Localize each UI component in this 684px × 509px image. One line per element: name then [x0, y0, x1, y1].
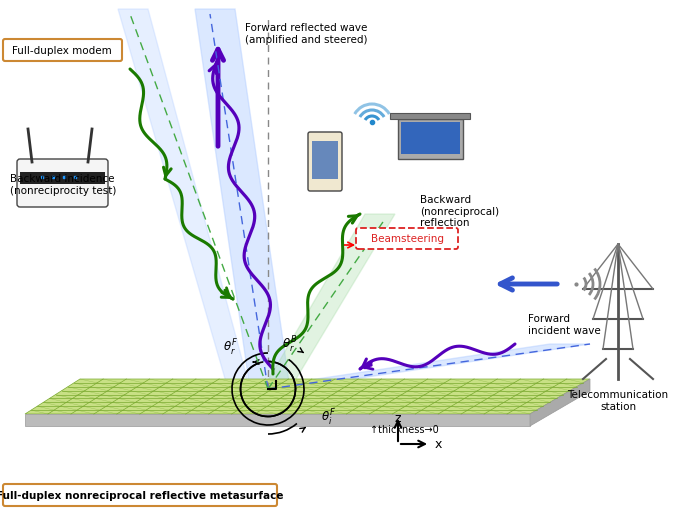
Text: $\theta_i^F$: $\theta_i^F$ [321, 407, 335, 427]
Bar [390, 114, 470, 120]
Polygon shape [530, 379, 590, 426]
Bar [20, 173, 105, 185]
Text: Backward
(nonreciprocal)
reflection: Backward (nonreciprocal) reflection [420, 194, 499, 228]
Bar [312, 142, 338, 180]
Polygon shape [25, 379, 590, 414]
Text: Backward incidence
(nonreciprocity test): Backward incidence (nonreciprocity test) [10, 174, 116, 195]
Polygon shape [250, 344, 590, 389]
FancyBboxPatch shape [17, 160, 108, 208]
Text: z: z [395, 411, 402, 424]
Text: Full-duplex nonreciprocal reflective metasurface: Full-duplex nonreciprocal reflective met… [0, 490, 284, 500]
Polygon shape [263, 215, 395, 389]
Polygon shape [25, 414, 530, 426]
FancyBboxPatch shape [308, 133, 342, 191]
FancyBboxPatch shape [356, 229, 458, 249]
FancyBboxPatch shape [3, 484, 277, 506]
Text: ↑thickness→0: ↑thickness→0 [370, 424, 438, 434]
Text: Full-duplex modem: Full-duplex modem [12, 46, 112, 56]
Text: $\theta_r^F$: $\theta_r^F$ [222, 337, 237, 357]
Bar [401, 123, 460, 155]
Text: Beamsteering: Beamsteering [371, 234, 443, 244]
Text: $\theta_r^B$: $\theta_r^B$ [282, 334, 298, 354]
FancyBboxPatch shape [3, 40, 122, 62]
Bar [398, 120, 463, 160]
Text: Forward
incident wave: Forward incident wave [528, 314, 601, 335]
Text: Forward reflected wave
(amplified and steered): Forward reflected wave (amplified and st… [245, 23, 367, 44]
Text: x: x [435, 438, 443, 450]
Polygon shape [195, 10, 290, 389]
Polygon shape [118, 10, 250, 389]
Text: Telecommunication
station: Telecommunication station [568, 389, 668, 411]
